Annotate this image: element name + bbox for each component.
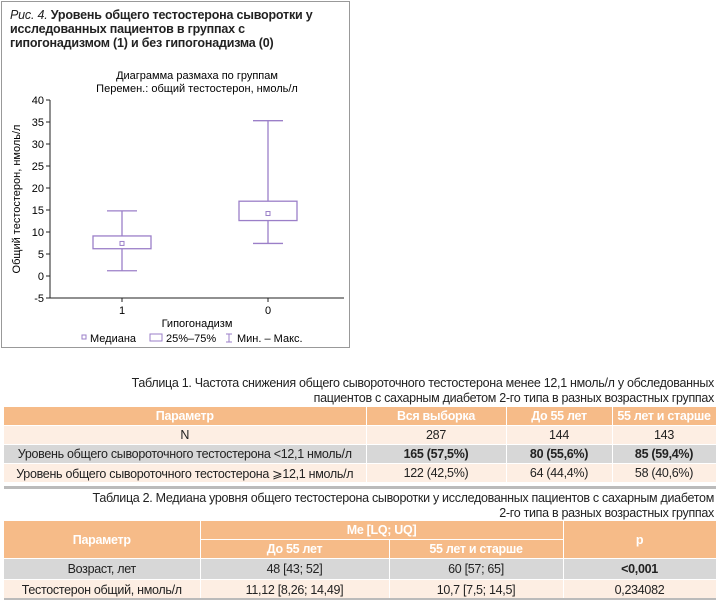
median-marker: [265, 211, 271, 217]
table2-title-line1: Таблица 2. Медиана уровня общего тестост…: [92, 491, 715, 505]
t2-header-group: Me [LQ; UQ]: [200, 521, 564, 540]
cell: 144: [506, 425, 613, 445]
median-marker: [119, 240, 125, 246]
t2-header-p: p: [563, 521, 717, 559]
table1-title-line1: Таблица 1. Частота снижения общего сывор…: [131, 376, 715, 390]
legend-range: Мин. – Макс.: [237, 333, 303, 345]
legend-range-icon: [226, 333, 232, 343]
cell: 287: [366, 425, 507, 445]
cell: N: [4, 425, 367, 445]
chart-subtitle: Перемен.: общий тестостерон, нмоль/л: [96, 83, 298, 95]
cell: 80 (55,6%): [506, 444, 613, 464]
table2: Параметр Me [LQ; UQ] p До 55 лет 55 лет и с…: [4, 521, 717, 601]
caption-label: Рис. 4.: [10, 8, 48, 22]
t1-header: До 55 лет: [506, 407, 613, 426]
table1-title-line2: пациентов с сахарным диабетом 2-го типа …: [313, 391, 715, 405]
y-tick-label: 5: [38, 249, 44, 261]
t2-header-param: Параметр: [4, 521, 201, 559]
divider: [4, 486, 716, 489]
y-tick-label: 30: [32, 139, 44, 151]
t1-header: Вся выборка: [366, 407, 507, 426]
t2-subheader: До 55 лет: [200, 539, 390, 559]
t2-subheader: 55 лет и старше: [389, 539, 564, 559]
y-tick-label: 20: [32, 183, 44, 195]
caption-text: Уровень общего тестостерона сыворотки у …: [10, 8, 313, 50]
table-row: N 287 144 143: [4, 425, 717, 445]
y-axis-label: Общий тестостерон, нмоль/л: [11, 125, 23, 274]
table-row: Тестостерон общий, нмоль/л 11,12 [8,26; 1…: [4, 579, 717, 601]
y-tick-label: 40: [32, 95, 44, 107]
y-tick-label: -5: [34, 293, 44, 305]
table2-title-line2: 2-го типа в разных возрастных группах: [499, 506, 714, 520]
iqr-box: [238, 200, 298, 222]
x-axis-label: Гипогонадизм: [162, 318, 233, 330]
cell: 165 (57,5%): [366, 444, 507, 464]
y-tick-label: 25: [32, 161, 44, 173]
t1-header: 55 лет и старше: [612, 407, 717, 426]
y-tick-label: 15: [32, 205, 44, 217]
chart-title: Диаграмма размаха по группам: [116, 70, 278, 82]
cell: 122 (42,5%): [366, 463, 507, 483]
cell: 64 (44,4%): [506, 463, 613, 483]
cell: 48 [43; 52]: [200, 558, 390, 580]
table1: Параметр Вся выборка До 55 лет 55 лет и ста…: [4, 407, 717, 483]
table-row: Возраст, лет 48 [43; 52] 60 [57; 65] <0,001: [4, 558, 717, 580]
cell: Тестостерон общий, нмоль/л: [4, 579, 201, 601]
cell: Возраст, лет: [4, 558, 201, 580]
cell: <0,001: [563, 558, 717, 580]
cell: 10,7 [7,5; 14,5]: [389, 579, 564, 601]
y-tick-label: 35: [32, 117, 44, 129]
table-row: Уровень общего сывороточного тестостерон…: [4, 444, 717, 464]
x-tick-label: 1: [119, 305, 125, 317]
legend-iqr: 25%–75%: [166, 333, 216, 345]
legend-median: Медиана: [90, 333, 137, 345]
cell: 143: [612, 425, 717, 445]
cell: Уровень общего сывороточного тестостерон…: [4, 444, 367, 464]
cell: 0,234082: [563, 579, 717, 601]
cell: 58 (40,6%): [612, 463, 717, 483]
cell: 60 [57; 65]: [389, 558, 564, 580]
table-row: Уровень общего сывороточного тестостерон…: [4, 463, 717, 483]
cell: Уровень общего сывороточного тестостерон…: [4, 463, 367, 483]
figure-caption: Рис. 4. Уровень общего тестостерона сыво…: [10, 8, 346, 50]
y-tick-label: 0: [38, 271, 44, 283]
legend-median-icon: [81, 334, 87, 340]
x-tick-label: 0: [265, 305, 271, 317]
y-tick-label: 10: [32, 227, 44, 239]
cell: 11,12 [8,26; 14,49]: [200, 579, 390, 601]
cell: 85 (59,4%): [612, 444, 717, 464]
divider: [4, 598, 716, 600]
t1-header: Параметр: [4, 407, 367, 426]
figure-4: Рис. 4. Уровень общего тестостерона сыво…: [1, 1, 350, 348]
legend-box-icon: [149, 333, 163, 342]
